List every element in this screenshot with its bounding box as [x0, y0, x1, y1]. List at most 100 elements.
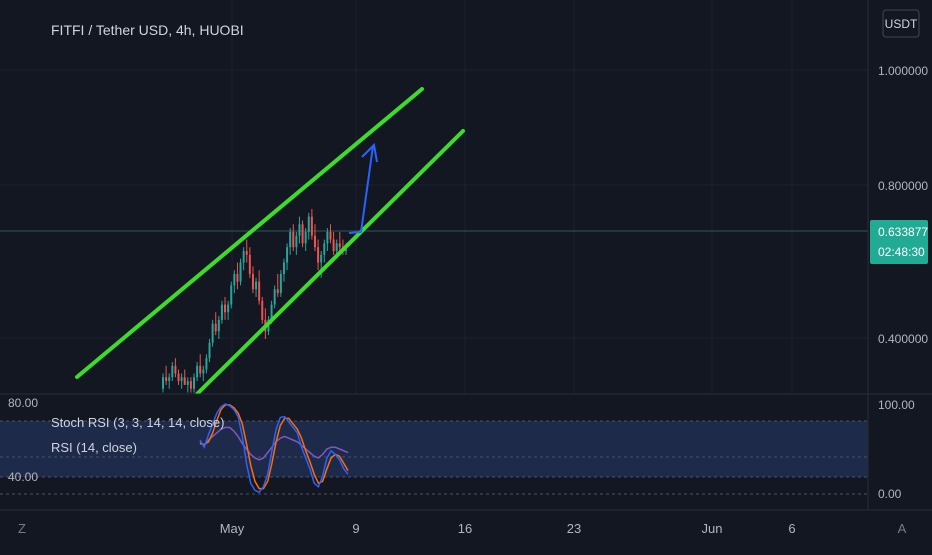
stoch-rsi-legend[interactable]: Stoch RSI (3, 3, 14, 14, close)	[51, 415, 224, 430]
time-axis-label: 16	[458, 521, 472, 536]
channel-lower-line[interactable]	[195, 129, 465, 396]
candle-body	[298, 224, 301, 236]
price-tick: 0.400000	[878, 332, 928, 346]
candle	[205, 354, 208, 374]
candle	[276, 273, 279, 297]
candle	[217, 316, 220, 339]
candle-body	[227, 304, 230, 313]
candle-body	[323, 243, 326, 255]
candle-body	[335, 243, 338, 252]
candle-body	[202, 369, 205, 374]
candle-body	[224, 304, 227, 313]
candle-body	[162, 377, 164, 389]
candle	[307, 212, 310, 240]
candle-body	[214, 323, 217, 332]
candle-body	[295, 235, 298, 248]
candle	[301, 220, 304, 248]
candle-body	[177, 373, 180, 382]
candle	[239, 258, 242, 286]
rsi-legend[interactable]: RSI (14, close)	[51, 440, 137, 455]
candle	[282, 258, 285, 282]
candle-body	[329, 231, 332, 240]
currency-button[interactable]: USDT	[882, 9, 920, 38]
right-indicator-tick: 0.00	[878, 487, 902, 501]
price-tick: 1.000000	[878, 64, 928, 78]
auto-scale-button[interactable]: A	[898, 521, 907, 536]
candle-body	[174, 365, 177, 374]
candle	[183, 369, 186, 385]
candle	[236, 262, 239, 290]
candle-body	[273, 289, 276, 305]
candle	[313, 224, 316, 252]
current-price-value: 0.633877	[878, 225, 928, 239]
candle-body	[310, 216, 313, 236]
candle	[177, 369, 180, 385]
candle	[248, 247, 251, 278]
candle-body	[251, 273, 254, 290]
candle	[255, 277, 258, 297]
candle	[189, 377, 192, 393]
candle-body	[180, 377, 183, 382]
candle	[233, 270, 236, 294]
right-indicator-tick: 100.00	[878, 398, 915, 412]
candle	[261, 296, 264, 324]
candle-body	[317, 247, 320, 263]
zoom-button[interactable]: Z	[18, 521, 26, 536]
candle	[242, 247, 245, 271]
candle-body	[245, 251, 248, 255]
left-indicator-tick: 80.00	[8, 396, 38, 410]
candle-body	[199, 365, 202, 374]
candle	[180, 373, 183, 389]
candle	[317, 239, 320, 271]
stoch-k-line	[199, 403, 349, 494]
candle-body	[196, 365, 199, 378]
candle-body	[168, 377, 171, 382]
candle	[289, 228, 292, 255]
candle	[174, 358, 177, 378]
candle-body	[189, 381, 192, 389]
indicator-series	[199, 403, 349, 494]
candle-body	[261, 300, 264, 320]
candle	[323, 239, 326, 263]
candle-body	[171, 365, 174, 378]
candle-body	[279, 273, 282, 294]
candle	[273, 285, 276, 309]
candle-body	[205, 358, 208, 370]
candle-body	[255, 281, 258, 290]
candle	[251, 266, 254, 294]
candle	[286, 243, 289, 271]
candle-body	[258, 281, 261, 301]
candle-body	[282, 262, 285, 274]
candle-body	[165, 377, 168, 382]
price-countdown: 02:48:30	[878, 245, 925, 259]
candle	[208, 339, 211, 362]
candle	[230, 281, 233, 309]
candle	[220, 300, 223, 324]
candle	[326, 228, 329, 252]
candle-body	[320, 254, 323, 263]
chart-title: FITFI / Tether USD, 4h, HUOBI	[51, 22, 244, 38]
candle	[171, 361, 174, 382]
candle	[298, 216, 301, 244]
candle-body	[313, 235, 316, 248]
candle-body	[304, 231, 307, 244]
projection-arrow[interactable]	[348, 142, 378, 234]
candle	[162, 373, 164, 393]
candle	[329, 224, 332, 244]
candle	[279, 270, 282, 297]
candlestick-series	[162, 208, 347, 393]
candle-body	[270, 304, 273, 320]
candle	[202, 365, 205, 382]
candle-body	[286, 247, 289, 263]
price-tick: 0.800000	[878, 179, 928, 193]
candle	[224, 296, 227, 320]
candle-body	[183, 377, 186, 385]
candle-body	[292, 231, 295, 248]
channel-upper-line[interactable]	[75, 87, 424, 379]
time-axis-label: 23	[567, 521, 581, 536]
candle-body	[276, 289, 279, 294]
candle	[168, 373, 171, 389]
candle	[186, 377, 189, 393]
